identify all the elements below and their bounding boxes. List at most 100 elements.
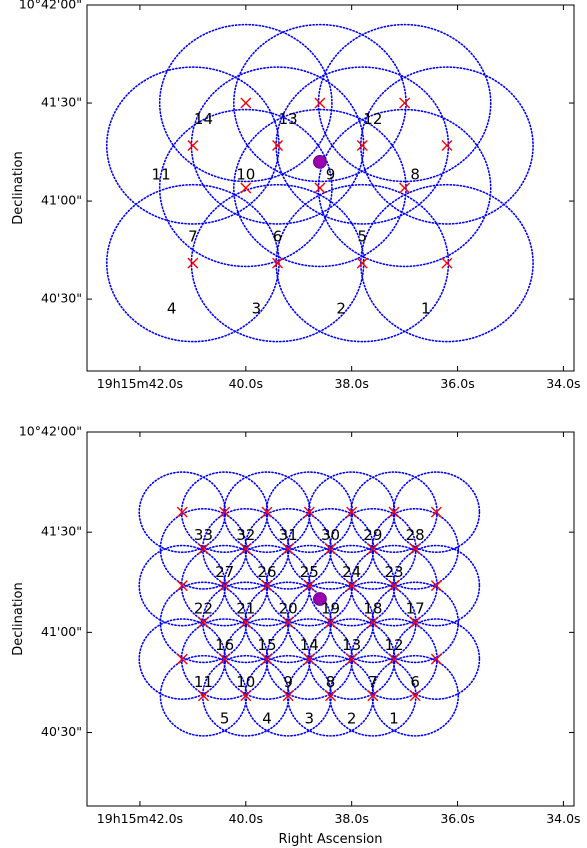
pointing-marker	[240, 543, 252, 555]
pointing-label: 5	[357, 228, 367, 246]
pointing-label: 4	[167, 299, 177, 317]
pointing-marker	[346, 653, 358, 665]
y-tick-label: 41'00"	[41, 193, 82, 208]
pointing-label: 18	[363, 599, 382, 617]
beam-circle	[360, 183, 534, 343]
pointing-marker	[409, 543, 421, 555]
plot-frame	[86, 431, 575, 807]
pointing-marker	[187, 140, 199, 152]
pointing-marker	[282, 616, 294, 628]
x-tick-label: 19h15m42.0s	[97, 376, 183, 391]
pointing-label: 22	[194, 599, 213, 617]
pointing-marker	[261, 506, 273, 518]
pointing-marker	[303, 580, 315, 592]
plot-frame	[86, 4, 575, 372]
pointing-label: 27	[215, 563, 234, 581]
pointing-label: 17	[406, 599, 425, 617]
beam-circle	[275, 183, 450, 343]
beam-circle	[317, 23, 492, 183]
pointing-marker	[240, 97, 252, 109]
pointing-marker	[441, 140, 453, 152]
pointing-label: 9	[326, 165, 336, 183]
pointing-label: 12	[384, 636, 403, 654]
pointing-label: 30	[321, 526, 340, 544]
x-tick-label: 38.0s	[334, 811, 368, 826]
pointing-marker	[430, 506, 442, 518]
pointing-marker	[388, 506, 400, 518]
beam-circle	[105, 66, 280, 225]
pointing-label: 1	[421, 299, 431, 317]
pointing-marker	[197, 690, 209, 702]
pointing-label: 3	[252, 299, 262, 317]
pointing-label: 31	[279, 526, 298, 544]
beam-circle	[190, 66, 365, 225]
x-tick-label: 40.0s	[229, 376, 263, 391]
beam-circle	[158, 108, 333, 268]
pointing-marker	[176, 506, 188, 518]
x-tick-label: 34.0s	[546, 811, 580, 826]
pointing-label: 8	[326, 673, 336, 691]
pointing-marker	[314, 97, 326, 109]
pointing-marker	[240, 182, 252, 194]
pointing-label: 4	[262, 710, 272, 728]
pointing-marker	[441, 257, 453, 269]
pointing-marker	[346, 580, 358, 592]
pointing-marker	[219, 653, 231, 665]
y-tick-label: 10°42'00"	[19, 0, 82, 12]
y-axis-label: Declination	[11, 151, 26, 225]
y-tick-label: 41'30"	[41, 524, 82, 539]
beam-circle	[190, 183, 365, 343]
pointing-label: 1	[389, 710, 399, 728]
beam-circle	[158, 23, 333, 183]
pointing-marker	[388, 580, 400, 592]
pointing-marker	[314, 182, 326, 194]
pointing-marker	[356, 257, 368, 269]
x-tick-label: 40.0s	[229, 811, 263, 826]
y-axis-label: Declination	[11, 582, 26, 656]
beam-circle	[105, 183, 280, 343]
pointing-marker	[272, 140, 284, 152]
pointing-marker	[367, 616, 379, 628]
target-marker	[313, 154, 327, 169]
pointing-marker	[409, 616, 421, 628]
pointing-marker	[356, 140, 368, 152]
pointing-marker	[325, 616, 336, 628]
pointing-label: 32	[236, 526, 255, 544]
pointing-label: 14	[194, 110, 213, 128]
pointing-marker	[399, 182, 411, 194]
pointing-marker	[399, 97, 411, 109]
y-tick-label: 41'30"	[41, 95, 82, 110]
pointing-marker	[240, 690, 252, 702]
pointing-label: 12	[363, 110, 382, 128]
pointing-label: 6	[273, 228, 283, 246]
pointing-marker	[303, 653, 315, 665]
pointing-marker	[187, 257, 199, 269]
x-tick-label: 34.0s	[546, 376, 580, 391]
beam-circle	[275, 66, 450, 225]
pointing-label: 3	[305, 710, 315, 728]
pointing-label: 13	[279, 110, 298, 128]
pointing-label: 16	[215, 636, 234, 654]
pointing-label: 8	[410, 165, 420, 183]
beam-circle	[360, 66, 534, 225]
pointing-label: 28	[406, 526, 425, 544]
pointing-marker	[197, 543, 209, 555]
chart-panel-2: 1234567891011121314151617181920212223242…	[11, 424, 581, 848]
pointing-marker	[176, 653, 188, 665]
target-marker	[313, 592, 327, 606]
plot-area: 1234567891011121314151617181920212223242…	[138, 471, 481, 737]
x-tick-label: 36.0s	[440, 376, 474, 391]
pointing-marker	[325, 543, 336, 555]
pointing-marker	[272, 257, 284, 269]
pointing-label: 29	[363, 526, 382, 544]
pointing-label: 21	[236, 599, 255, 617]
pointing-marker	[303, 506, 315, 518]
beam-circle	[317, 108, 492, 268]
pointing-label: 7	[368, 673, 378, 691]
y-tick-label: 40'30"	[41, 291, 82, 306]
pointing-label: 2	[336, 299, 346, 317]
pointing-label: 2	[347, 710, 357, 728]
x-axis-label: Right Ascension	[279, 832, 383, 847]
